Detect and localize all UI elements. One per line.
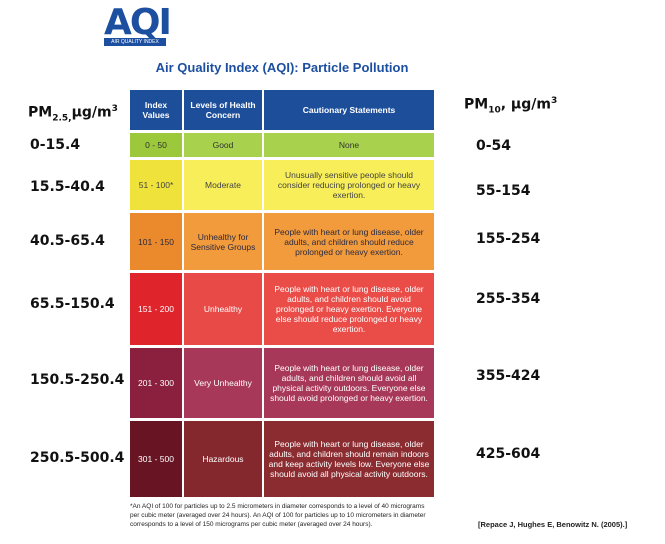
pm10-range: 355-424 — [476, 368, 541, 384]
logo: AQI — [104, 2, 172, 43]
pm-sub: 10 — [488, 105, 501, 116]
table-cell: People with heart or lung disease, older… — [264, 348, 434, 418]
pm25-range: 40.5-65.4 — [30, 233, 105, 249]
pm-sup: 3 — [550, 96, 558, 106]
table-cell: 0 - 50 — [130, 133, 182, 157]
table-cell: People with heart or lung disease, older… — [264, 213, 434, 270]
table-cell: None — [264, 133, 434, 157]
pm-header: PM2.5,μg/m3 — [28, 104, 118, 123]
table-cell: 201 - 300 — [130, 348, 182, 418]
pm25-range: 150.5-250.4 — [30, 372, 125, 388]
table-cell: People with heart or lung disease, older… — [264, 273, 434, 345]
table-cell: 151 - 200 — [130, 273, 182, 345]
pm25-range: 0-15.4 — [30, 137, 81, 153]
table-cell: Unusually sensitive people should consid… — [264, 160, 434, 210]
table-cell: 101 - 150 — [130, 213, 182, 270]
header-cell: Index Values — [130, 90, 182, 130]
footnote: *An AQI of 100 for particles up to 2.5 m… — [130, 503, 426, 528]
table-cell: Hazardous — [184, 421, 262, 497]
pm-sub: 2.5, — [52, 113, 72, 124]
pm-header: PM10, μg/m3 — [464, 96, 557, 115]
logo-caption: AIR QUALITY INDEX — [104, 38, 166, 46]
pm25-range: 15.5-40.4 — [30, 179, 105, 195]
pm10-range: 155-254 — [476, 231, 541, 247]
pm10-range: 255-354 — [476, 291, 541, 307]
citation: [Repace J, Hughes E, Benowitz N. (2005).… — [478, 520, 628, 529]
pm-unit: μg/m — [71, 104, 112, 121]
header-cell: Cautionary Statements — [264, 90, 434, 130]
table-cell: People with heart or lung disease, older… — [264, 421, 434, 497]
pm10-range: 425-604 — [476, 446, 541, 462]
table-cell: 51 - 100* — [130, 160, 182, 210]
pm-unit: , μg/m — [500, 96, 551, 113]
pm-text: PM — [28, 104, 53, 121]
pm10-range: 55-154 — [476, 183, 531, 199]
table-cell: Very Unhealthy — [184, 348, 262, 418]
header-cell: Levels of Health Concern — [184, 90, 262, 130]
table-cell: Unhealthy — [184, 273, 262, 345]
pm-text: PM — [464, 96, 489, 113]
title: Air Quality Index (AQI): Particle Pollut… — [155, 60, 409, 75]
pm25-range: 250.5-500.4 — [30, 450, 125, 466]
table-cell: Unhealthy for Sensitive Groups — [184, 213, 262, 270]
table-cell: Good — [184, 133, 262, 157]
pm10-range: 0-54 — [476, 138, 512, 154]
pm25-range: 65.5-150.4 — [30, 296, 115, 312]
table-cell: Moderate — [184, 160, 262, 210]
pm-sup: 3 — [111, 104, 118, 114]
table-cell: 301 - 500 — [130, 421, 182, 497]
